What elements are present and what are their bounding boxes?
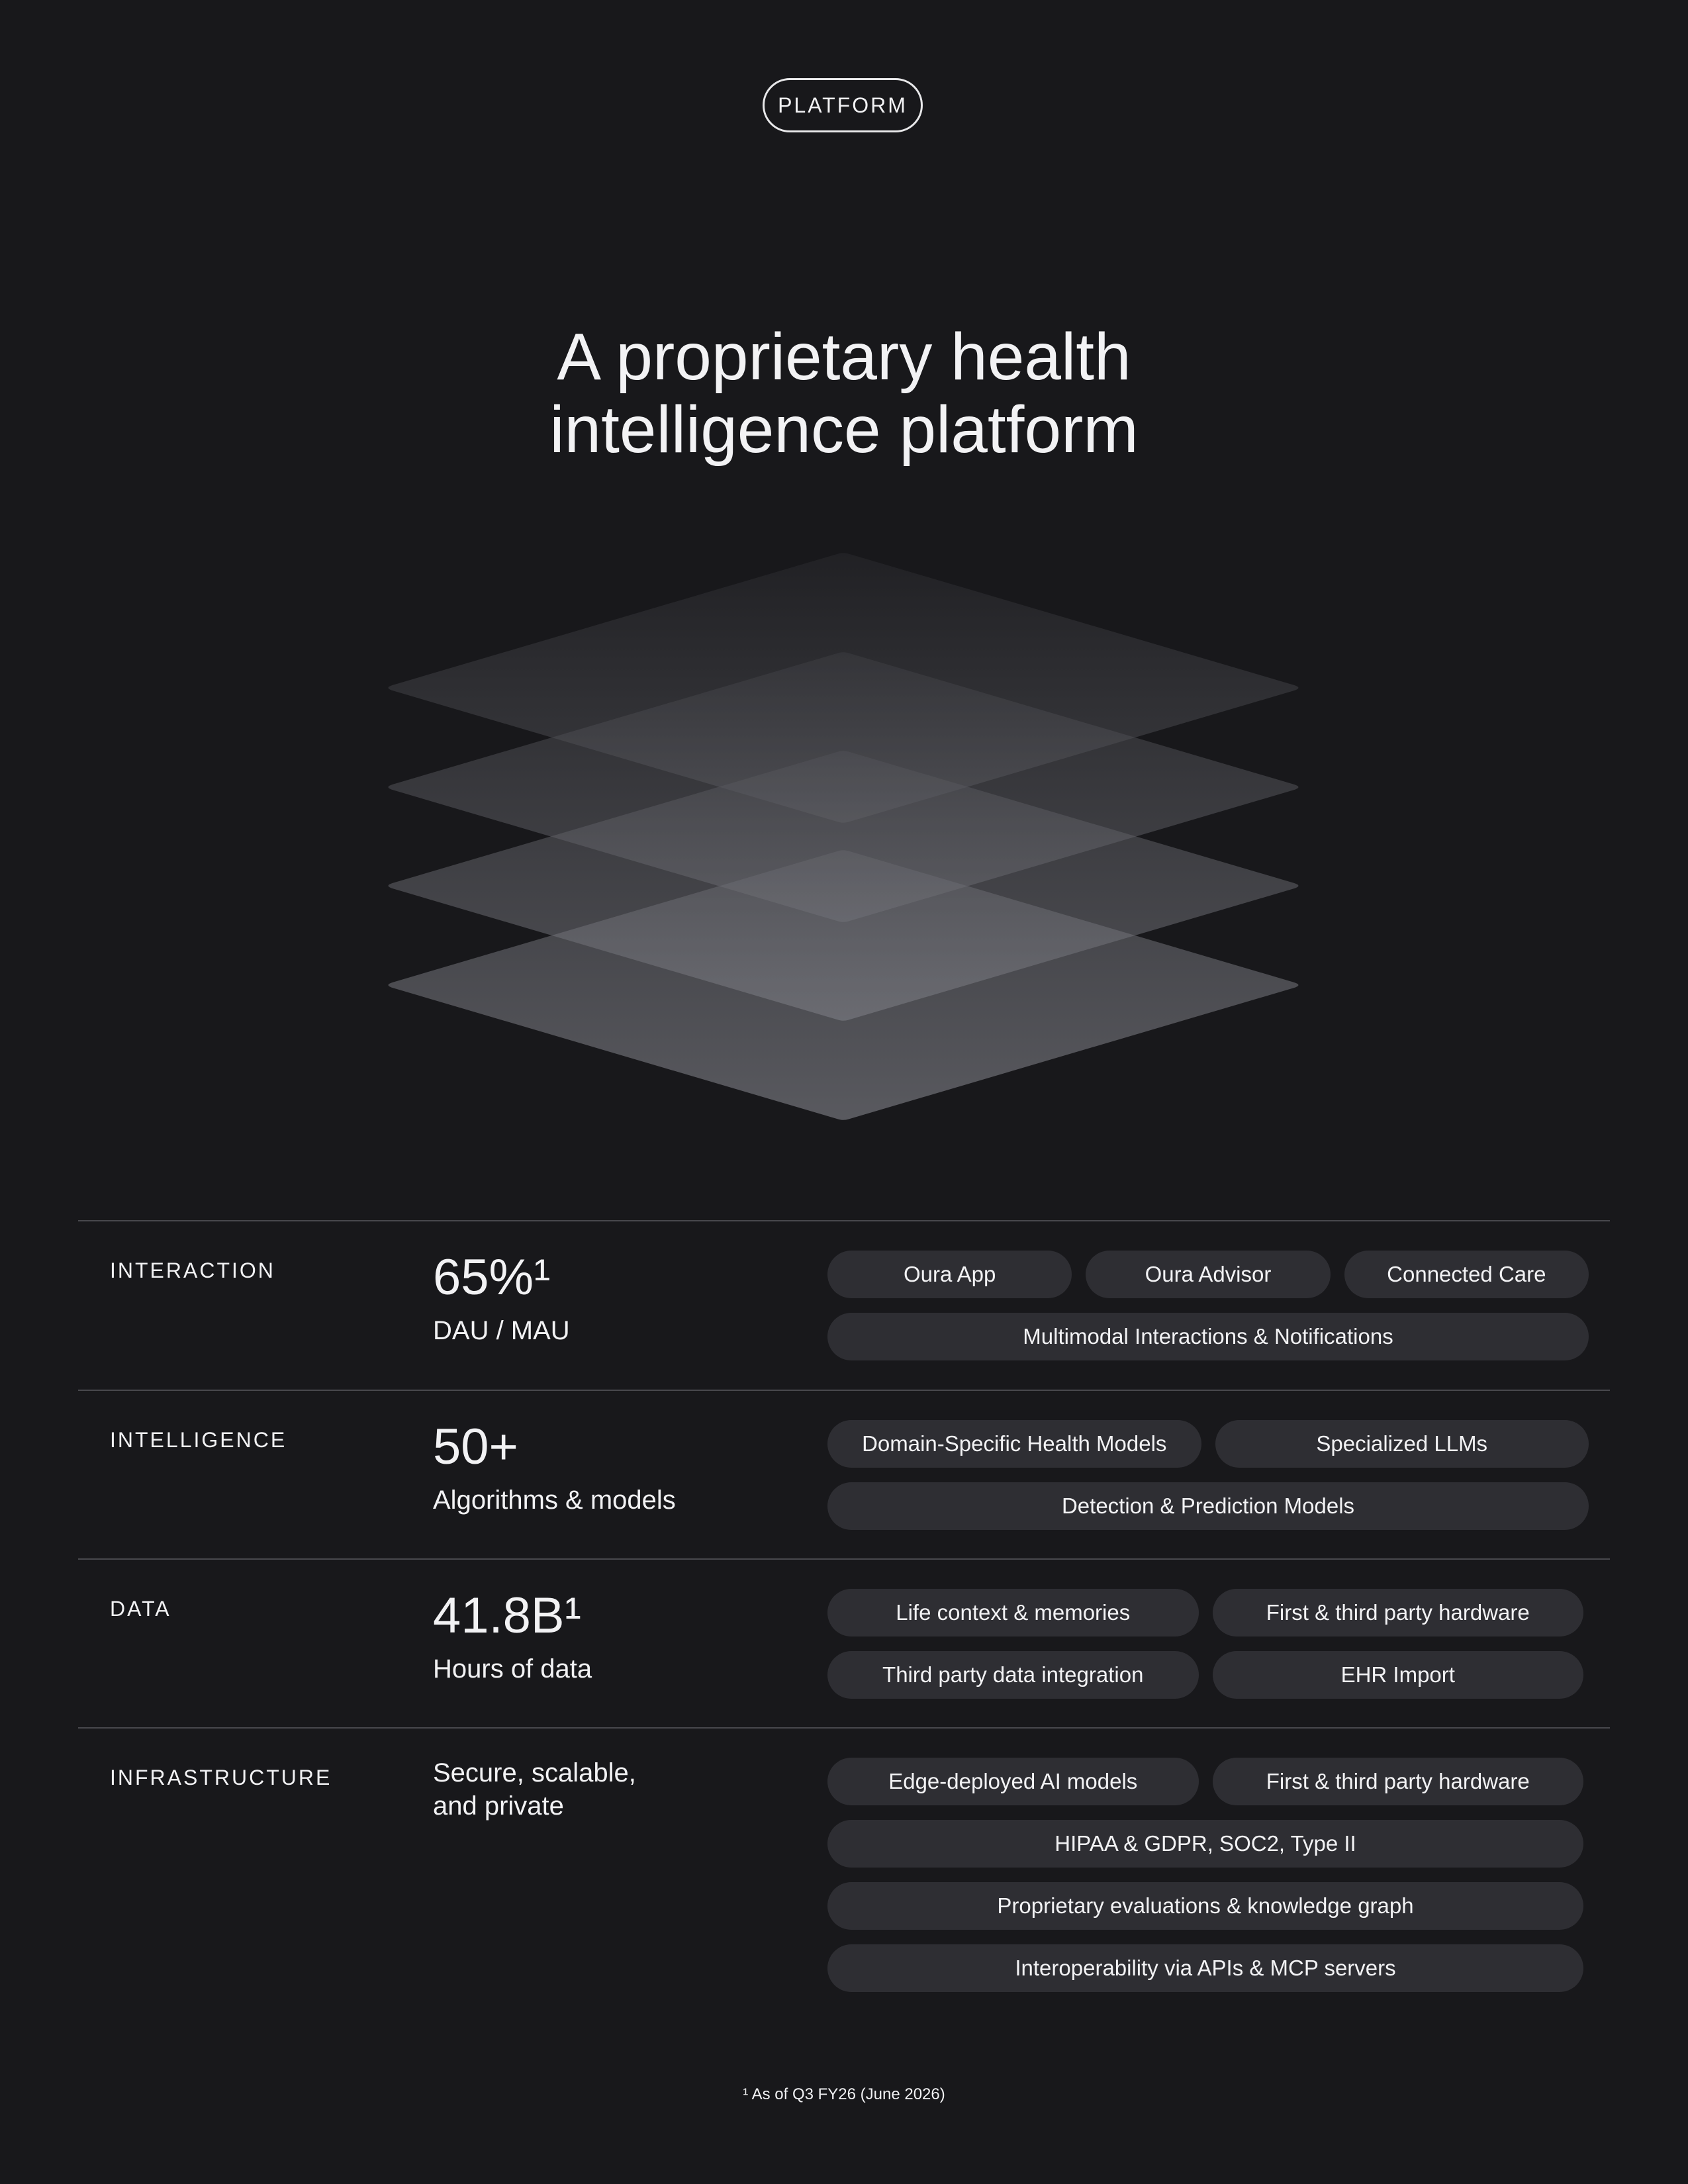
pill-group: Oura App Oura Advisor Connected Care Multim… (827, 1251, 1589, 1360)
pill-group: Edge-deployed AI models First & third par… (827, 1758, 1583, 1992)
layer (388, 850, 1299, 1120)
pill: Third party data integration (827, 1651, 1199, 1699)
row-subtitle: Secure, scalable, and private (433, 1758, 636, 1821)
row-subtitle: Algorithms & models (433, 1486, 676, 1515)
pill: First & third party hardware (1212, 1589, 1583, 1637)
pill: EHR Import (1212, 1651, 1583, 1699)
pill: HIPAA & GDPR, SOC2, Type II (827, 1820, 1583, 1868)
pill: Life context & memories (827, 1589, 1199, 1637)
pill: Detection & Prediction Models (827, 1482, 1589, 1530)
section-row: INTERACTION 65%¹ DAU / MAU Oura App Oura Adv… (78, 1220, 1610, 1390)
pill-line: Oura App Oura Advisor Connected Care (827, 1251, 1589, 1298)
pill-line: Edge-deployed AI models First & third par… (827, 1758, 1583, 1805)
pill: Interoperability via APIs & MCP servers (827, 1944, 1583, 1992)
section-row: DATA 41.8B¹ Hours of data Life context & me… (78, 1558, 1610, 1729)
footnote: ¹ As of Q3 FY26 (June 2026) (743, 2085, 945, 2103)
pill: Oura Advisor (1086, 1251, 1331, 1298)
pill: Proprietary evaluations & knowledge grap… (827, 1882, 1583, 1930)
pill-line: Third party data integration EHR Import (827, 1651, 1583, 1699)
layer-illustration (388, 553, 1299, 1120)
pill-line: Multimodal Interactions & Notifications (827, 1313, 1589, 1360)
row-stat: 41.8B¹ (433, 1588, 581, 1644)
pill-line: Domain-Specific Health Models Specialized… (827, 1420, 1589, 1468)
badge: PLATFORM (763, 78, 923, 132)
row-stat: 65%¹ (433, 1249, 551, 1306)
pill: Multimodal Interactions & Notifications (827, 1313, 1589, 1360)
row-label: DATA (110, 1597, 171, 1621)
pill: Oura App (827, 1251, 1072, 1298)
pill: Edge-deployed AI models (827, 1758, 1199, 1805)
row-subtitle: Hours of data (433, 1654, 592, 1684)
row-label: INFRASTRUCTURE (110, 1766, 332, 1789)
row-label: INTERACTION (110, 1258, 275, 1282)
section-row: INTELLIGENCE 50+ Algorithms & models Domain… (78, 1390, 1610, 1560)
pill: Specialized LLMs (1215, 1420, 1589, 1468)
title-line: A proprietary health (557, 320, 1131, 394)
pill-line: HIPAA & GDPR, SOC2, Type II (827, 1820, 1583, 1868)
pill-group: Life context & memories First & third par… (827, 1589, 1583, 1699)
row-label: INTELLIGENCE (110, 1428, 287, 1452)
row-stat: 50+ (433, 1419, 518, 1475)
pill: Connected Care (1344, 1251, 1589, 1298)
pill-group: Domain-Specific Health Models Specialized… (827, 1420, 1589, 1530)
row-subtitle: DAU / MAU (433, 1316, 570, 1345)
section-row: INFRASTRUCTURE Secure, scalable, and priv… (78, 1727, 1610, 1992)
pill-line: Proprietary evaluations & knowledge grap… (827, 1882, 1583, 1930)
pill: First & third party hardware (1212, 1758, 1583, 1805)
title-line: intelligence platform (549, 393, 1139, 467)
pill-line: Detection & Prediction Models (827, 1482, 1589, 1530)
pill-line: Interoperability via APIs & MCP servers (827, 1944, 1583, 1992)
pill: Domain-Specific Health Models (827, 1420, 1201, 1468)
pill-line: Life context & memories First & third par… (827, 1589, 1583, 1637)
